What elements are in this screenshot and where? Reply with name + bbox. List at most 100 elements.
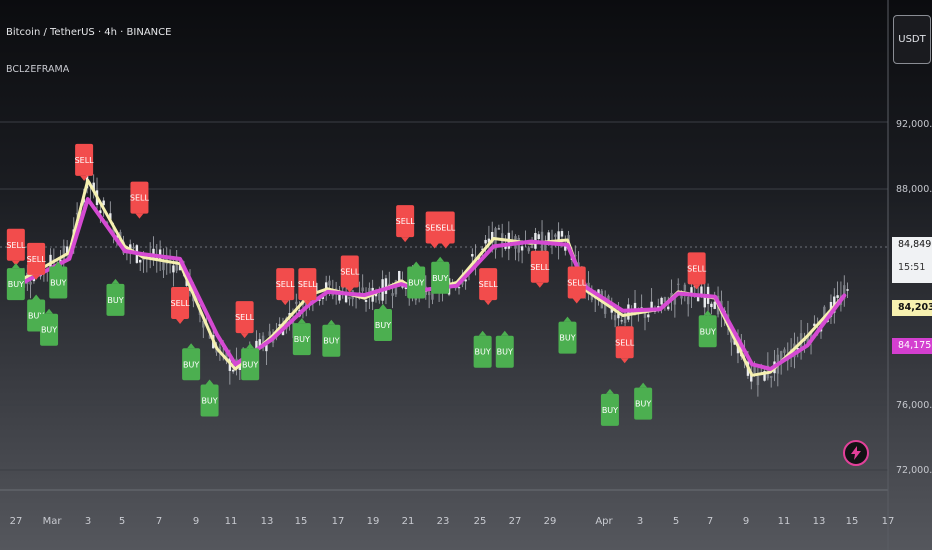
sell-signal: SELL <box>687 252 707 290</box>
x-tick-label: 27 <box>509 516 522 527</box>
candle-body <box>129 244 132 251</box>
currency-button[interactable]: USDT <box>893 15 931 64</box>
buy-signal: BUY <box>431 256 450 294</box>
lightning-icon[interactable] <box>843 440 869 466</box>
signal-pointer <box>80 175 89 181</box>
signal-pointer <box>535 282 544 288</box>
buy-signal: BUY <box>374 303 392 341</box>
candle-body <box>99 210 102 214</box>
signal-label-box <box>106 283 125 316</box>
sell-signal: SELL <box>27 242 46 280</box>
signal-label-box <box>473 335 492 368</box>
candle-body <box>647 314 650 318</box>
candle-body <box>318 299 321 301</box>
x-tick-label: 5 <box>119 516 125 527</box>
x-tick-label: 3 <box>637 516 643 527</box>
signal-text: BUY <box>602 406 618 415</box>
buy-signal: BUY <box>6 263 25 301</box>
candle-body <box>208 334 212 339</box>
signal-text: BUY <box>323 337 339 346</box>
candle-body <box>344 294 348 303</box>
signal-markers: SELLBUYSELLBUYBUYBUYSELLBUYSELLSELLBUYBU… <box>6 143 717 426</box>
candle-body <box>703 294 706 308</box>
candle-body <box>175 259 178 271</box>
buy-signal: BUY <box>241 343 260 381</box>
signal-text: SELL <box>567 279 587 288</box>
candle-body <box>278 324 281 326</box>
signal-pointer <box>412 261 421 267</box>
buy-signal: BUY <box>558 316 577 354</box>
candle-body <box>464 279 467 282</box>
buy-signal: BUY <box>106 278 125 316</box>
signal-pointer <box>703 310 712 316</box>
candle-body <box>487 238 491 243</box>
signal-text: SELL <box>479 280 499 289</box>
x-axis: 27 Mar 3 5 7 9 11 13 15 17 19 21 23 25 27 29 Apr 3 5 7 9 11 13… <box>10 516 895 527</box>
candle-body <box>547 232 550 244</box>
candle-body <box>713 301 716 309</box>
signal-label-box <box>182 348 201 381</box>
candle-body <box>491 231 494 243</box>
candle-body <box>338 291 341 301</box>
candle-body <box>427 292 431 296</box>
buy-signal: BUY <box>407 261 426 299</box>
candle-body <box>481 248 484 250</box>
candle-body <box>364 300 368 302</box>
signal-label-box <box>49 266 68 299</box>
signal-text: BUY <box>201 396 217 405</box>
candle-body <box>557 231 560 246</box>
y-tick-label: 76,000.00 <box>896 400 932 411</box>
candle-body <box>667 306 670 310</box>
x-tick-label: Mar <box>43 516 63 527</box>
indicator-name[interactable]: BCL2EFRAMA <box>6 64 70 75</box>
candle-body <box>132 246 135 249</box>
signal-label-box <box>340 255 359 288</box>
signal-label-box <box>241 348 260 381</box>
sell-signal: SELL <box>615 326 635 364</box>
buy-signal: BUY <box>634 382 653 420</box>
signal-text: SELL <box>436 223 456 232</box>
candle-body <box>836 295 839 298</box>
candle-body <box>474 257 477 268</box>
candle-body <box>162 262 165 271</box>
candle-body <box>779 351 783 363</box>
buy-signal: BUY <box>698 310 717 348</box>
signal-pointer <box>605 388 614 394</box>
x-tick-label: Apr <box>595 516 613 527</box>
signal-label-box <box>130 181 149 214</box>
candle-body <box>623 312 627 324</box>
candle-body <box>62 245 66 260</box>
candle-body <box>530 245 534 249</box>
signal-label-box <box>276 268 295 301</box>
signal-pointer <box>484 300 493 306</box>
candle-body <box>112 226 115 237</box>
sell-signal: SELL <box>171 286 191 324</box>
x-tick-label: 15 <box>295 516 308 527</box>
last-price-badge: 84,849.05 <box>892 237 932 253</box>
candle-body <box>680 293 683 299</box>
signal-text: BUY <box>183 360 199 369</box>
signal-label-box <box>600 393 619 426</box>
signal-label-box <box>530 250 549 283</box>
signal-label-box <box>407 266 426 299</box>
signal-pointer <box>430 243 439 249</box>
candle-body <box>138 259 142 263</box>
buy-signal: BUY <box>600 388 619 426</box>
candle-body <box>756 376 760 386</box>
x-tick-label: 15 <box>846 516 859 527</box>
signal-pointer <box>205 379 214 385</box>
buy-signal: BUY <box>40 308 59 346</box>
buy-signal: BUY <box>292 318 311 356</box>
candle-body <box>660 297 663 305</box>
candle-body <box>690 287 693 295</box>
signal-text: BUY <box>294 335 310 344</box>
signal-text: SELL <box>171 299 191 308</box>
signal-text: SELL <box>130 194 150 203</box>
signal-label-box <box>374 308 392 341</box>
y-tick-label: 88,000.00 <box>896 184 932 195</box>
signal-pointer <box>401 237 410 243</box>
symbol-title[interactable]: Bitcoin / TetherUS · 4h · BINANCE <box>6 27 172 38</box>
sell-signal: SELL <box>276 268 295 306</box>
candle-body <box>202 320 205 328</box>
